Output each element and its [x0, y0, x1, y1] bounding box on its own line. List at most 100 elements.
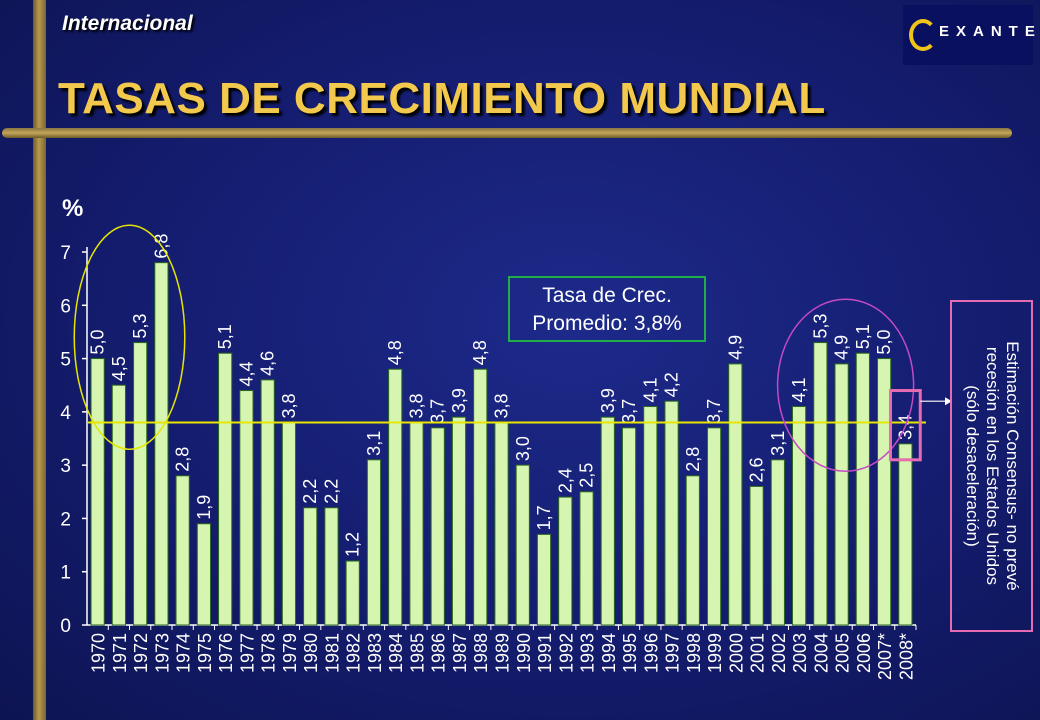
highlight-ellipse-1970s [73, 224, 186, 451]
bar [749, 485, 764, 626]
bar [643, 406, 658, 626]
x-tick-label: 2001 [748, 633, 768, 673]
data-label: 1,9 [194, 495, 214, 520]
data-label: 3,8 [279, 393, 299, 418]
y-tick-label: 1 [60, 563, 71, 584]
x-tick-label: 1990 [514, 633, 534, 673]
x-tick-label: 1982 [344, 633, 364, 673]
y-tick-label: 0 [60, 616, 71, 637]
data-label: 2,4 [555, 468, 575, 493]
data-label: 3,1 [768, 431, 788, 456]
x-tick-label: 1995 [620, 633, 640, 673]
y-axis-label: % [62, 195, 83, 222]
bar [558, 496, 573, 626]
data-label: 5,1 [853, 324, 873, 349]
bar [834, 363, 849, 626]
x-tick-label: 2008* [896, 633, 916, 680]
data-label: 4,4 [236, 362, 256, 387]
bar [792, 406, 807, 626]
data-label: 2,2 [321, 479, 341, 504]
average-rate-line1: Tasa de Crec. [542, 284, 672, 307]
data-label: 3,7 [619, 399, 639, 424]
data-label: 4,8 [385, 340, 405, 365]
bar [90, 358, 105, 626]
data-label: 5,1 [215, 324, 235, 349]
y-tick-label: 5 [60, 350, 71, 371]
data-label: 4,9 [725, 335, 745, 360]
x-tick-label: 1979 [280, 633, 300, 673]
data-label: 5,0 [88, 330, 108, 355]
bar [877, 358, 892, 626]
data-label: 3,7 [428, 399, 448, 424]
data-label: 1,2 [343, 532, 363, 557]
y-tick-label: 2 [60, 509, 71, 530]
x-tick-label: 1971 [110, 633, 130, 673]
x-tick-label: 1988 [471, 633, 491, 673]
x-tick-label: 1987 [450, 633, 470, 673]
x-tick-label: 1974 [174, 633, 194, 673]
logo-ring-icon [909, 19, 937, 51]
x-tick-label: 2005 [833, 633, 853, 673]
data-label: 4,1 [640, 377, 660, 402]
bar [579, 491, 594, 626]
data-label: 2,2 [300, 479, 320, 504]
x-tick-label: 1999 [705, 633, 725, 673]
x-tick-label: 2004 [811, 633, 831, 673]
x-tick-label: 1978 [259, 633, 279, 673]
note-line3: (sólo desaceleración) [962, 385, 982, 547]
bar [813, 342, 828, 626]
x-tick-label: 1993 [578, 633, 598, 673]
bar [473, 368, 488, 626]
bar [706, 427, 722, 626]
x-tick-label: 2006 [854, 633, 874, 673]
consensus-note-text: Estimación Consensus- no prevé recesión … [962, 306, 1022, 626]
bar [366, 459, 382, 626]
page-title: TASAS DE CRECIMIENTO MUNDIAL [58, 74, 826, 123]
y-tick-label: 6 [60, 296, 71, 317]
bar [515, 464, 530, 626]
bar [770, 459, 785, 626]
data-label: 4,8 [470, 340, 490, 365]
bar [600, 416, 615, 626]
x-tick-label: 1986 [429, 633, 449, 673]
bar [409, 422, 424, 626]
data-label: 3,0 [513, 436, 533, 461]
y-tick-label: 3 [60, 456, 71, 477]
data-label: 3,9 [598, 388, 618, 413]
data-label: 3,7 [704, 399, 724, 424]
bar [175, 475, 190, 626]
data-label: 4,9 [832, 335, 852, 360]
x-tick-label: 1989 [493, 633, 513, 673]
decorative-vertical-bar [33, 0, 46, 720]
data-label: 4,5 [109, 356, 129, 381]
x-tick-label: 1972 [131, 633, 151, 673]
bar [685, 475, 700, 626]
note-line1: Estimación Consensus- no prevé [1002, 341, 1022, 591]
data-label: 3,9 [449, 388, 469, 413]
x-tick-label: 2003 [790, 633, 810, 673]
bar [111, 384, 126, 626]
x-tick-label: 1983 [365, 633, 385, 673]
bar [239, 390, 254, 626]
x-tick-label: 1975 [195, 633, 215, 673]
data-label: 2,8 [683, 447, 703, 472]
x-tick-label: 1981 [322, 633, 342, 673]
data-label: 2,5 [577, 463, 597, 488]
data-label: 3,8 [406, 393, 426, 418]
logo-wordmark: EXANTE [939, 23, 1040, 40]
x-tick-label: 1980 [301, 633, 321, 673]
average-rate-box: Tasa de Crec. Promedio: 3,8% [508, 276, 706, 342]
note-line2: recesión en los Estados Unidos [982, 346, 1002, 586]
x-tick-label: 1996 [641, 633, 661, 673]
data-label: 5,0 [874, 330, 894, 355]
bar [451, 416, 467, 626]
bar [196, 523, 211, 626]
highlight-ellipse-2000s [776, 298, 915, 472]
x-tick-label: 1992 [556, 633, 576, 673]
data-label: 3,1 [364, 431, 384, 456]
bar [621, 427, 637, 626]
exante-logo: EXANTE [903, 5, 1035, 65]
highlight-box-2008 [888, 389, 922, 462]
x-tick-label: 1970 [89, 633, 109, 673]
